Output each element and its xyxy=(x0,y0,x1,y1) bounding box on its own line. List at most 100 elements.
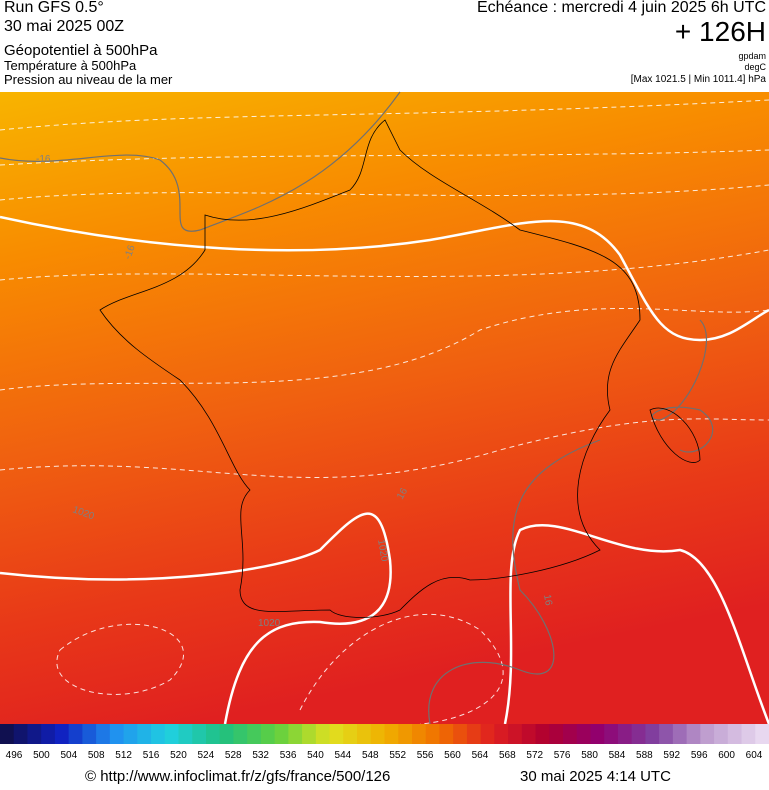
field-2: Température à 500hPa xyxy=(4,58,137,73)
colorbar-label: 592 xyxy=(663,750,680,761)
colorbar-swatch xyxy=(631,724,646,744)
colorbar-label: 512 xyxy=(115,750,132,761)
pressure-range: [Max 1021.5 | Min 1011.4] hPa xyxy=(630,74,766,85)
colorbar-swatch xyxy=(68,724,83,744)
colorbar-swatch xyxy=(672,724,688,744)
colorbar-swatch xyxy=(549,724,564,744)
map-field xyxy=(0,92,769,724)
colorbar-label: 540 xyxy=(307,750,324,761)
colorbar-swatch xyxy=(425,724,440,744)
colorbar-label: 520 xyxy=(170,750,187,761)
colorbar-swatch xyxy=(741,724,756,744)
colorbar-swatch xyxy=(535,724,550,744)
colorbar-label: 576 xyxy=(554,750,571,761)
colorbar-label: 584 xyxy=(609,750,626,761)
colorbar-swatch xyxy=(219,724,234,744)
colorbar-swatch xyxy=(755,724,769,744)
colorbar-swatch xyxy=(411,724,427,744)
contour-label: 1020 xyxy=(258,618,281,629)
colorbar-swatch xyxy=(727,724,743,744)
colorbar-swatch xyxy=(164,724,180,744)
colorbar-swatch xyxy=(260,724,276,744)
colorbar-swatch xyxy=(563,724,578,744)
colorbar-swatch xyxy=(315,724,331,744)
contour-label: 1020 xyxy=(375,539,390,563)
colorbar-label: 516 xyxy=(143,750,160,761)
colorbar-label: 508 xyxy=(88,750,105,761)
colorbar-swatch xyxy=(453,724,468,744)
colorbar-swatch xyxy=(384,724,399,744)
colorbar-label: 600 xyxy=(718,750,735,761)
colorbar-label: 568 xyxy=(499,750,516,761)
colorbar-swatch xyxy=(370,724,385,744)
colorbar-label: 596 xyxy=(691,750,708,761)
contour-label: 16 xyxy=(541,594,554,607)
colorbar-swatch xyxy=(659,724,674,744)
colorbar-label: 604 xyxy=(746,750,763,761)
colorbar-swatch xyxy=(604,724,619,744)
colorbar-swatch xyxy=(41,724,56,744)
field-1: Géopotentiel à 500hPa xyxy=(4,42,158,59)
colorbar-label: 556 xyxy=(417,750,434,761)
echeance: Echéance : mercredi 4 juin 2025 6h UTC xyxy=(476,0,766,16)
colorbar-swatch xyxy=(54,724,70,744)
colorbar-swatch xyxy=(329,724,344,744)
colorbar-swatch xyxy=(700,724,715,744)
coastline xyxy=(99,119,701,618)
issue-date: 30 mai 2025 4:14 UTC xyxy=(520,768,671,785)
colorbar-swatch xyxy=(480,724,495,744)
colorbar-swatch xyxy=(96,724,111,744)
colorbar-swatch xyxy=(233,724,248,744)
colorbar-swatch xyxy=(27,724,42,744)
colorbar-swatch xyxy=(288,724,303,744)
colorbar-label: 544 xyxy=(335,750,352,761)
unit-gpdam: gpdam xyxy=(738,51,766,61)
colorbar-swatch xyxy=(192,724,207,744)
colorbar-swatch xyxy=(151,724,166,744)
colorbar-swatch xyxy=(521,724,537,744)
colorbar-label: 504 xyxy=(60,750,77,761)
field-3: Pression au niveau de la mer xyxy=(4,72,173,87)
colorbar-swatch xyxy=(109,724,125,744)
lead-time: + 126H xyxy=(674,16,766,47)
colorbar-swatch xyxy=(590,724,605,744)
colorbar-swatch xyxy=(274,724,289,744)
colorbar-label: 548 xyxy=(362,750,379,761)
isotherms xyxy=(0,99,769,725)
colorbar-swatch xyxy=(302,724,317,744)
colorbar-swatch xyxy=(13,724,28,744)
colorbar-swatch xyxy=(247,724,262,744)
colorbar-label: 560 xyxy=(444,750,461,761)
colorbar-swatch xyxy=(508,724,523,744)
colorbar-label: 536 xyxy=(280,750,297,761)
colorbar-swatch xyxy=(205,724,221,744)
colorbar-swatch xyxy=(617,724,633,744)
colorbar-label: 528 xyxy=(225,750,242,761)
colorbar-label: 524 xyxy=(198,750,215,761)
colorbar-swatch xyxy=(398,724,413,744)
contour-label: -16 xyxy=(122,243,137,261)
colorbar-swatch xyxy=(343,724,358,744)
colorbar-swatch xyxy=(466,724,482,744)
colorbar-swatch xyxy=(645,724,660,744)
colorbar-label: 580 xyxy=(581,750,598,761)
colorbar-swatch xyxy=(714,724,729,744)
colorbar: 496 500 504 508 512 516 520 524 528 532 536 540 544 5… xyxy=(0,724,769,761)
temperature-contours xyxy=(0,91,714,725)
isobars xyxy=(0,215,769,725)
colorbar-swatch xyxy=(178,724,193,744)
colorbar-label: 496 xyxy=(6,750,23,761)
colorbar-swatch xyxy=(82,724,97,744)
contour-label: 16 xyxy=(395,486,410,502)
colorbar-label: 552 xyxy=(389,750,406,761)
colorbar-swatch xyxy=(439,724,454,744)
run-date: 30 mai 2025 00Z xyxy=(4,18,125,35)
colorbar-label: 564 xyxy=(472,750,489,761)
colorbar-swatch xyxy=(494,724,509,744)
colorbar-swatch xyxy=(686,724,701,744)
run-title: Run GFS 0.5° xyxy=(4,0,104,16)
colorbar-swatch xyxy=(0,724,15,744)
